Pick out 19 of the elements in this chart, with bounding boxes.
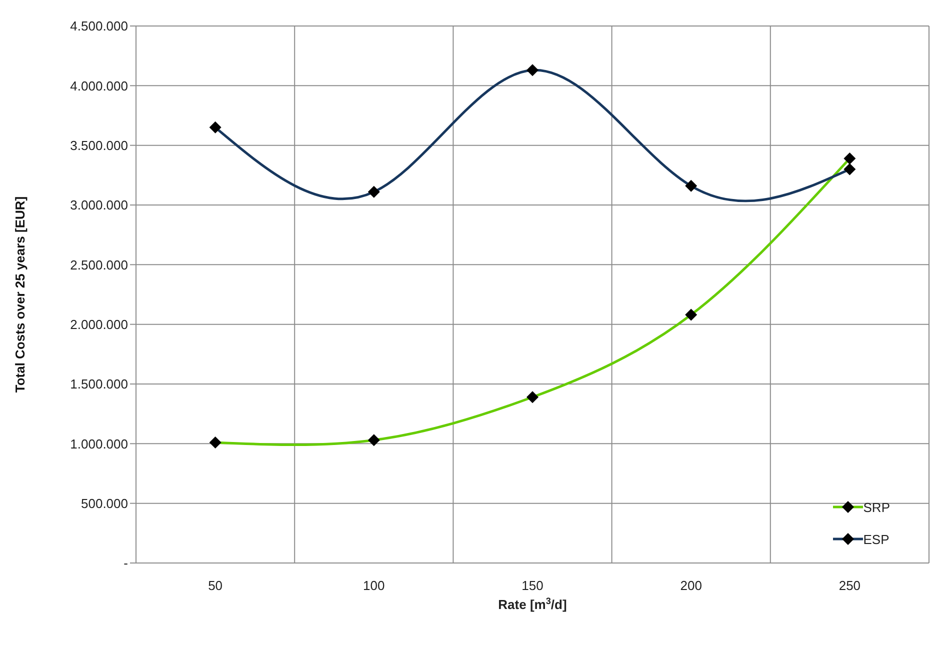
y-tick-label: 4.500.000 — [70, 18, 128, 34]
y-tick-label: 2.000.000 — [70, 316, 128, 332]
x-tick-label: 50 — [208, 578, 223, 594]
y-tick-label: 4.000.000 — [70, 78, 128, 94]
legend-label: SRP — [863, 500, 890, 514]
x-axis-title: Rate [m$^{3}$/d] — [498, 596, 567, 612]
legend-label: ESP — [863, 532, 890, 546]
y-tick-label: 500.000 — [81, 496, 128, 511]
x-tick-label: 150 — [522, 578, 544, 594]
y-tick-label: 2.500.000 — [70, 257, 128, 272]
x-tick-label: 250 — [838, 578, 861, 594]
y-tick-label: 1.000.000 — [70, 436, 128, 452]
y-tick-label: 3.000.000 — [70, 198, 128, 213]
y-tick-label: 1.500.000 — [70, 376, 128, 392]
x-tick-label: 100 — [363, 578, 385, 594]
y-tick-label: - — [124, 556, 128, 571]
x-tick-label: 200 — [680, 578, 702, 594]
y-axis-title: Total Costs over 25 years [EUR] — [12, 196, 28, 393]
y-tick-label: 3.500.000 — [70, 138, 128, 153]
